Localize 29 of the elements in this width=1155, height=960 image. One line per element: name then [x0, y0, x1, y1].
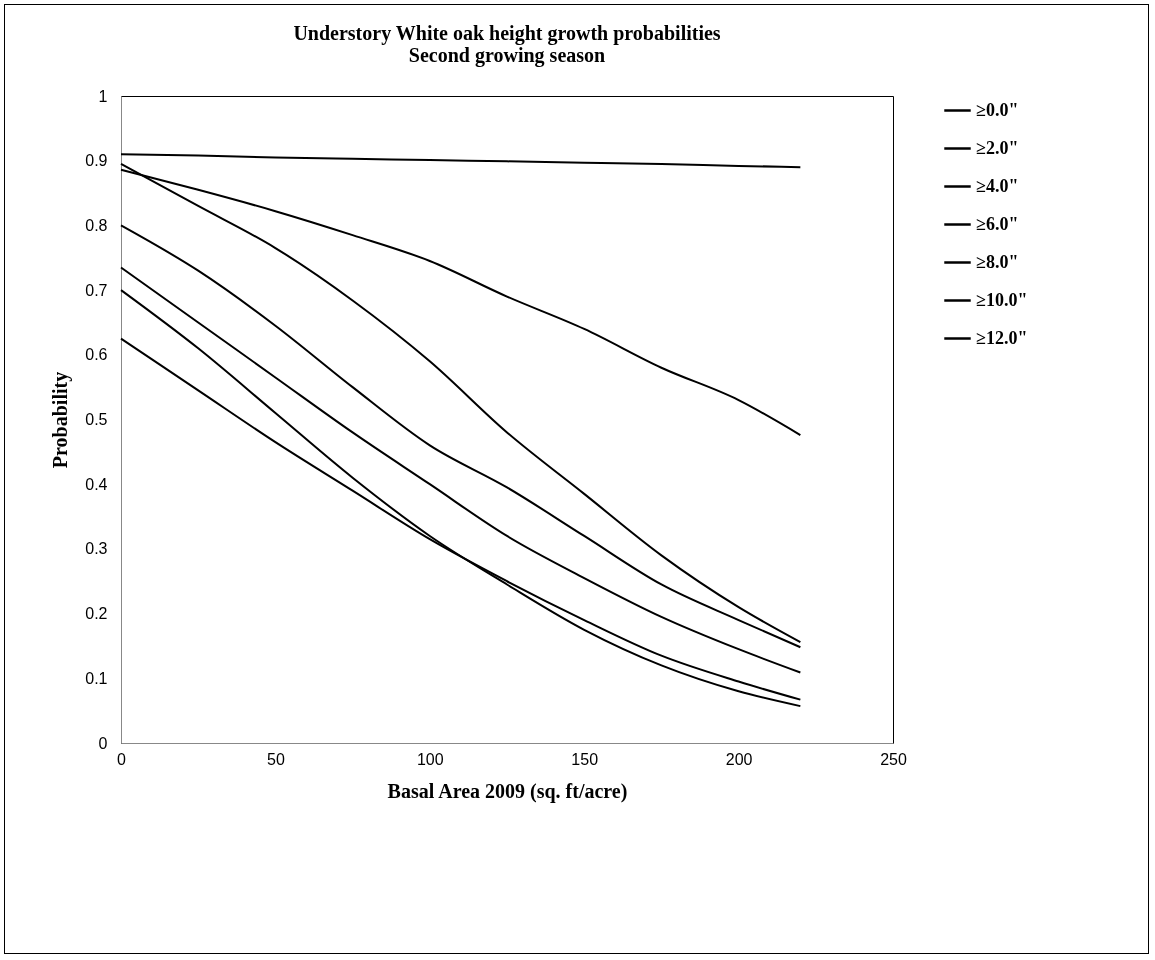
legend-label: ≥6.0": [976, 213, 1019, 234]
x-tick-label: 100: [416, 750, 444, 768]
y-tick-label: 0: [98, 734, 108, 752]
x-tick-label: 50: [267, 750, 285, 768]
y-tick-label: 0.1: [85, 669, 108, 687]
legend-label: ≥10.0": [976, 289, 1028, 310]
x-tick-label: 0: [117, 750, 127, 768]
legend-label: ≥12.0": [976, 327, 1028, 348]
chart-subtitle: Second growing season: [408, 44, 606, 67]
y-tick-label: 0.5: [85, 411, 108, 428]
chart-title: Understory White oak height growth probabilities: [293, 22, 721, 45]
y-tick-label: 0.7: [85, 281, 108, 299]
legend-label: ≥8.0": [976, 251, 1019, 272]
y-axis-title: Probability: [49, 371, 73, 469]
y-tick-label: 0.2: [85, 605, 108, 623]
y-tick-label: 1: [98, 87, 108, 105]
legend-label: ≥4.0": [976, 175, 1019, 196]
legend-label: ≥2.0": [976, 137, 1019, 158]
y-tick-label: 0.3: [85, 540, 108, 558]
x-tick-label: 200: [725, 750, 753, 768]
y-tick-label: 0.8: [85, 216, 108, 234]
y-tick-label: 0.4: [85, 475, 108, 493]
legend-label: ≥0.0": [976, 99, 1019, 120]
y-tick-label: 0.9: [85, 152, 108, 170]
x-axis-title: Basal Area 2009 (sq. ft/acre): [387, 779, 628, 803]
x-tick-label: 150: [571, 750, 599, 768]
y-tick-label: 0.6: [85, 346, 108, 364]
x-tick-label: 250: [880, 750, 907, 768]
line-series: [120, 153, 802, 169]
